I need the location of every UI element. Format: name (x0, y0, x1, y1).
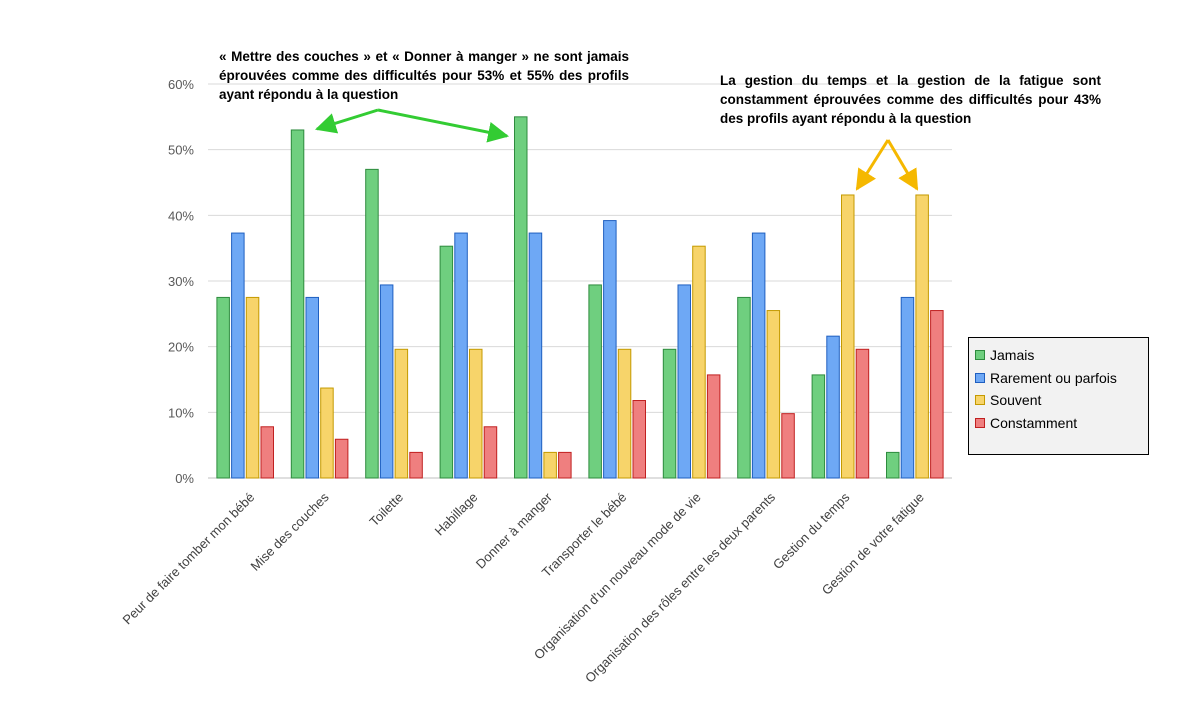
yellow-arrow-right (886, 139, 919, 191)
bar (692, 245, 706, 479)
bar (558, 451, 572, 479)
bar (588, 284, 602, 479)
legend-label: Jamais (990, 347, 1035, 364)
bar (706, 374, 721, 479)
legend-label: Rarement ou parfois (990, 369, 1117, 386)
bar (216, 296, 230, 479)
annotation-right: La gestion du temps et la gestion de la … (720, 73, 1101, 126)
annotation-arrows (314, 108, 919, 191)
bar (245, 296, 260, 479)
legend-item-souvent: Souvent (975, 389, 1148, 412)
y-tick-label: 40% (168, 208, 194, 223)
x-tick-label: Mise des couches (248, 489, 333, 574)
bar (930, 310, 944, 479)
bar (231, 232, 245, 479)
y-tick-label: 10% (168, 405, 194, 420)
gridlines (208, 83, 952, 479)
x-tick-label: Donner à manger (473, 489, 556, 572)
legend-label: Souvent (990, 392, 1042, 409)
bar (677, 284, 691, 479)
bar (603, 220, 617, 479)
yellow-arrow-left (855, 139, 890, 191)
bar (915, 194, 929, 479)
y-tick-label: 0% (175, 471, 194, 486)
legend-swatch-constamment (975, 417, 985, 428)
bar (766, 310, 781, 479)
bar (632, 400, 646, 479)
green-arrow-right (377, 108, 510, 143)
green-arrow-left (314, 108, 379, 134)
bar (320, 387, 334, 479)
bar (662, 348, 677, 479)
bar (855, 348, 870, 479)
legend-swatch-rarement (975, 372, 985, 383)
legend-label: Constamment (990, 414, 1078, 431)
bar (841, 194, 855, 479)
y-tick-label: 20% (168, 340, 194, 355)
bar (514, 116, 528, 479)
x-tick-label: Toilette (366, 490, 406, 530)
bar (483, 426, 498, 479)
bar (543, 451, 557, 479)
bar (751, 232, 766, 479)
annotation-left: « Mettre des couches » et « Donner à man… (219, 49, 629, 102)
bar (439, 245, 454, 479)
bar (469, 348, 483, 479)
bars-group (216, 116, 944, 479)
x-tick-label: Gestion du temps (770, 489, 853, 572)
bar (409, 451, 423, 479)
legend-item-jamais: Jamais (975, 344, 1148, 367)
bar (737, 296, 751, 479)
bar (290, 129, 305, 479)
bar (260, 426, 274, 479)
bar (900, 296, 915, 479)
bar (454, 232, 468, 479)
x-tick-label: Peur de faire tomber mon bébé (119, 490, 257, 628)
legend: Jamais Rarement ou parfois Souvent Const… (968, 337, 1149, 455)
bar (379, 284, 394, 479)
x-tick-label: Habillage (432, 490, 481, 539)
bar (305, 296, 319, 479)
bar (811, 374, 826, 479)
bar (365, 168, 379, 479)
bar (334, 438, 349, 479)
x-tick-label: Organisation d'un nouveau mode de vie (531, 490, 704, 663)
bar (394, 348, 409, 479)
y-axis-tick-labels: 0% 10% 20% 30% 40% 50% 60% (168, 77, 194, 486)
y-tick-label: 50% (168, 143, 194, 158)
legend-item-rarement: Rarement ou parfois (975, 367, 1148, 390)
bar (781, 413, 795, 479)
legend-item-constamment: Constamment (975, 412, 1148, 435)
legend-swatch-souvent (975, 395, 985, 406)
bar (886, 451, 900, 479)
y-tick-label: 60% (168, 77, 194, 92)
bar (617, 348, 632, 479)
bar (826, 335, 840, 479)
bar (528, 232, 543, 479)
legend-swatch-jamais (975, 350, 985, 361)
y-tick-label: 30% (168, 274, 194, 289)
